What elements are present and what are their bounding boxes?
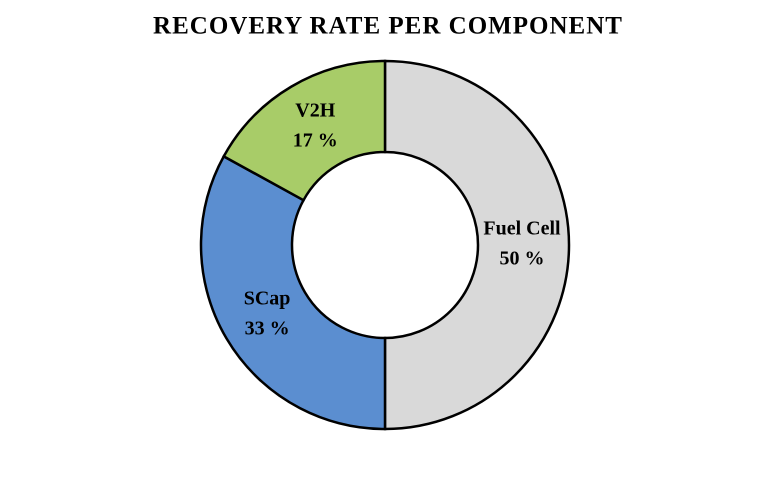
donut <box>199 59 571 431</box>
slice <box>383 59 571 431</box>
slice <box>222 59 387 202</box>
chart-title: RECOVERY RATE PER COMPONENT <box>153 13 623 40</box>
slice-value-label: 17 % <box>293 130 338 152</box>
slice-name: SCap <box>244 287 291 309</box>
slice-name: V2H <box>295 100 335 122</box>
slice-name: Fuel Cell <box>483 218 561 240</box>
slice-value-label: 50 % <box>500 248 545 270</box>
slice <box>199 154 387 431</box>
slice-value-label: 33 % <box>245 317 290 339</box>
labels: Fuel Cell 50 % SCap 33 % V2H 17 % <box>244 100 561 340</box>
